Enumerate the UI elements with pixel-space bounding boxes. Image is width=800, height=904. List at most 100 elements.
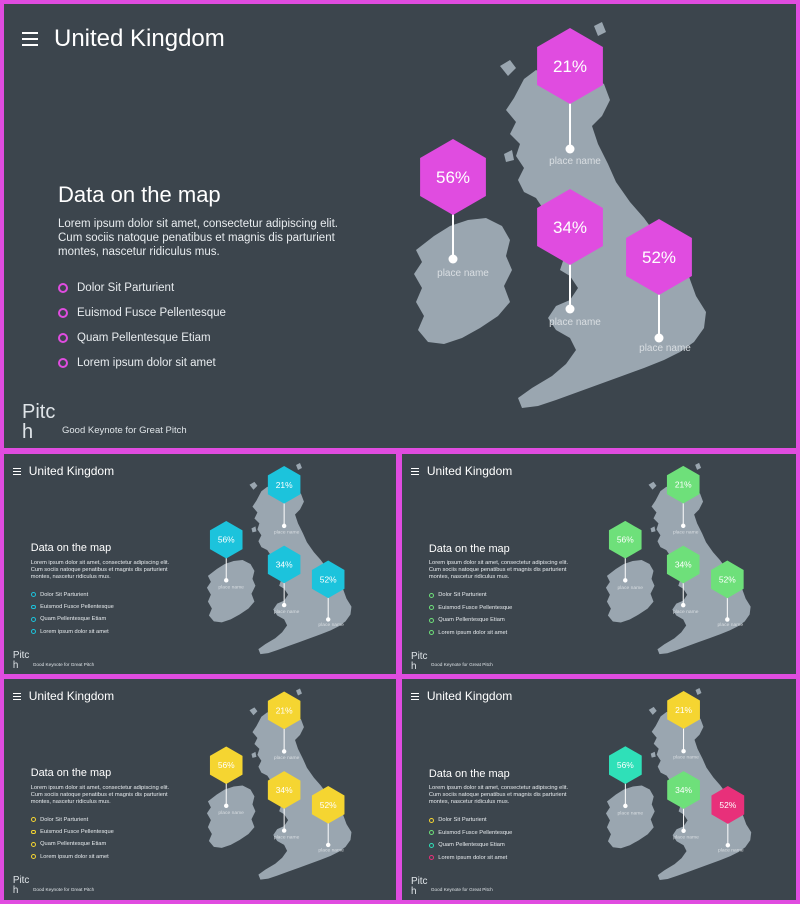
content-description-line: Cum sociis natoque penatibus et magnis d… bbox=[30, 566, 168, 573]
hamburger-menu-icon[interactable] bbox=[410, 692, 419, 700]
map-pin[interactable]: 52% place name bbox=[626, 219, 692, 354]
bullet-circle-icon bbox=[30, 616, 36, 622]
island-shape bbox=[251, 751, 257, 758]
logo-line-2: h bbox=[12, 659, 19, 671]
map-pin[interactable]: 34% place name bbox=[666, 545, 700, 615]
map-pin[interactable]: 21% place name bbox=[537, 28, 603, 167]
bullet-item: Dolor Sit Parturient bbox=[30, 817, 88, 823]
hexagon-marker bbox=[267, 691, 301, 730]
map-pin[interactable]: 56% place name bbox=[608, 746, 643, 816]
hexagon-marker bbox=[666, 465, 700, 504]
place-name-label: place name bbox=[673, 609, 699, 615]
hexagon-marker bbox=[667, 691, 700, 729]
island-shape bbox=[251, 526, 257, 533]
bullet-text: Quam Pellentesque Etiam bbox=[40, 841, 107, 848]
tagline: Good Keynote for Great Pitch bbox=[430, 888, 493, 894]
bullet-circle-icon bbox=[428, 592, 434, 598]
island-shape bbox=[650, 526, 656, 533]
pin-dot bbox=[725, 842, 731, 848]
bullet-text: Euismod Fusce Pellentesque bbox=[438, 829, 513, 836]
logo-line-1: Pitc bbox=[410, 875, 428, 887]
hamburger-menu-icon[interactable] bbox=[12, 692, 21, 700]
tagline: Good Keynote for Great Pitch bbox=[430, 663, 493, 669]
hamburger-menu-icon[interactable] bbox=[410, 467, 419, 475]
content-description-line: montes, nascetur ridiculus mus. bbox=[30, 573, 111, 580]
content-description-line: Cum sociis natoque penatibus et magnis d… bbox=[30, 791, 168, 798]
bullet-text: Lorem ipsum dolor sit amet bbox=[40, 628, 109, 635]
logo-line-1: Pitc bbox=[410, 650, 428, 662]
content-heading: Data on the map bbox=[58, 182, 221, 207]
place-name-label: place name bbox=[673, 529, 699, 535]
page-title: United Kingdom bbox=[54, 25, 225, 52]
content-description-line: Lorem ipsum dolor sit amet, consectetur … bbox=[428, 785, 569, 792]
map-pin[interactable]: 56% place name bbox=[608, 520, 643, 591]
place-name-label: place name bbox=[274, 835, 300, 841]
bullet-item: Quam Pellentesque Etiam bbox=[30, 841, 107, 848]
map-pin[interactable]: 56% place name bbox=[420, 139, 489, 279]
map-pin[interactable]: 21% place name bbox=[666, 465, 700, 535]
ireland-shape bbox=[605, 560, 655, 623]
slide-header: United Kingdom bbox=[410, 688, 512, 705]
map-pin[interactable]: 52% place name bbox=[311, 786, 345, 853]
map-pin[interactable]: 34% place name bbox=[667, 771, 700, 841]
place-name-label: place name bbox=[673, 835, 699, 841]
map-pin[interactable]: 21% place name bbox=[267, 466, 301, 535]
content-description-line: Cum sociis natoque penatibus et magnis d… bbox=[428, 567, 567, 574]
pin-dot bbox=[681, 523, 686, 529]
bullet-circle-icon bbox=[428, 817, 434, 823]
place-name-label: place name bbox=[218, 810, 244, 816]
island-shape bbox=[695, 688, 702, 695]
pin-value: 52% bbox=[642, 248, 676, 267]
island-shape bbox=[296, 688, 302, 696]
pin-dot bbox=[281, 602, 287, 608]
place-name-label: place name bbox=[617, 585, 643, 591]
slide-magenta: 21% place name 56% place name 34% place name 5… bbox=[4, 4, 796, 448]
bullet-item: Dolor Sit Parturient bbox=[58, 282, 174, 294]
tagline: Good Keynote for Great Pitch bbox=[32, 662, 95, 668]
bullet-circle-icon bbox=[30, 604, 36, 610]
place-name-label: place name bbox=[639, 343, 691, 354]
island-shape bbox=[249, 707, 258, 716]
map-pin[interactable]: 56% place name bbox=[209, 520, 244, 591]
content-description-line: montes, nascetur ridiculus mus. bbox=[58, 246, 220, 258]
map-pin[interactable]: 21% place name bbox=[267, 691, 301, 761]
content-description-line: montes, nascetur ridiculus mus. bbox=[428, 574, 510, 581]
content-heading: Data on the map bbox=[428, 542, 510, 555]
bullet-text: Euismod Fusce Pellentesque bbox=[77, 307, 226, 319]
bullet-circle-icon bbox=[30, 817, 36, 823]
pitch-logo: Pitc h bbox=[22, 402, 55, 442]
pin-dot bbox=[654, 333, 664, 343]
map-pin[interactable]: 34% place name bbox=[267, 545, 301, 615]
map-pin[interactable]: 52% place name bbox=[311, 560, 345, 628]
hexagon-marker bbox=[667, 771, 700, 809]
bullet-circle-icon bbox=[58, 333, 68, 343]
map-pin[interactable]: 52% place name bbox=[711, 786, 745, 854]
logo-line-2: h bbox=[410, 660, 417, 672]
bullet-circle-icon bbox=[30, 841, 36, 847]
map-pin[interactable]: 52% place name bbox=[711, 560, 744, 628]
bullet-text: Quam Pellentesque Etiam bbox=[438, 617, 505, 624]
pin-dot bbox=[281, 523, 287, 529]
slide-header: United Kingdom bbox=[410, 463, 512, 480]
map-pin[interactable]: 21% place name bbox=[667, 691, 700, 761]
ireland-shape bbox=[605, 785, 655, 849]
island-shape bbox=[522, 104, 532, 116]
bullet-item: Euismod Fusce Pellentesque bbox=[30, 604, 114, 610]
map-pin[interactable]: 34% place name bbox=[537, 189, 603, 328]
map-pin[interactable]: 56% place name bbox=[209, 746, 244, 816]
map-pin[interactable]: 34% place name bbox=[267, 771, 301, 841]
hexagon-marker bbox=[711, 560, 744, 599]
hamburger-menu-icon[interactable] bbox=[22, 32, 38, 46]
logo-line-1: Pitc bbox=[22, 401, 56, 423]
bullet-circle-icon bbox=[428, 617, 434, 623]
island-shape bbox=[249, 481, 258, 490]
bullet-item: Quam Pellentesque Etiam bbox=[58, 332, 211, 344]
pin-dot bbox=[623, 578, 628, 583]
hexagon-marker bbox=[209, 520, 243, 559]
hexagon-marker bbox=[267, 466, 301, 504]
hamburger-menu-icon[interactable] bbox=[12, 467, 21, 475]
bullet-text: Dolor Sit Parturient bbox=[77, 282, 175, 294]
pin-dot bbox=[681, 748, 686, 754]
pin-value: 56% bbox=[218, 535, 235, 545]
tagline: Good Keynote for Great Pitch bbox=[32, 887, 95, 893]
